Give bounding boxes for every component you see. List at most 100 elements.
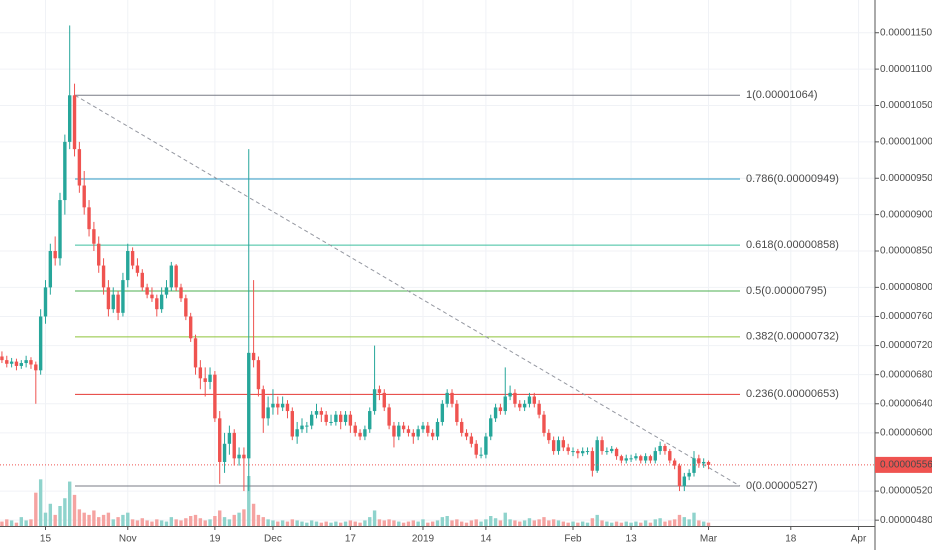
- volume-bar: [363, 520, 367, 526]
- fib-label: 0.786(0.00000949): [746, 173, 839, 185]
- candle-body: [610, 448, 614, 452]
- volume-bar: [242, 509, 246, 526]
- volume-bar: [130, 519, 135, 526]
- volume-bar: [682, 517, 687, 526]
- candle-body: [101, 265, 106, 288]
- x-tick-label: Dec: [264, 534, 282, 545]
- volume-bar: [450, 520, 454, 526]
- candle-body: [668, 451, 672, 461]
- candle-body: [634, 456, 638, 459]
- volume-bar: [314, 521, 319, 526]
- candle-body: [116, 294, 120, 313]
- time-axis-bg: [0, 526, 932, 550]
- candle-body: [397, 425, 401, 437]
- volume-bar: [435, 520, 440, 526]
- candle-body: [24, 360, 28, 364]
- candle-body: [426, 425, 430, 433]
- candle-body: [474, 443, 478, 455]
- candle-body: [0, 356, 4, 361]
- candle-body: [629, 458, 633, 460]
- volume-bar: [285, 521, 290, 526]
- volume-bar: [387, 519, 391, 526]
- candle-body: [377, 389, 382, 393]
- volume-bar: [188, 516, 193, 526]
- volume-bar: [48, 503, 53, 526]
- volume-bar: [595, 514, 599, 526]
- volume-bar: [155, 519, 159, 526]
- candle-body: [87, 207, 91, 230]
- fib-label: 0.618(0.00000858): [746, 239, 839, 251]
- volume-bar: [227, 519, 232, 526]
- volume-bar: [537, 519, 541, 526]
- y-tick-label: 0.00000760: [880, 311, 932, 322]
- candle-body: [508, 392, 512, 397]
- volume-bar: [329, 522, 333, 526]
- candle-body: [653, 451, 657, 461]
- candle-body: [411, 432, 415, 437]
- last-price-box: [875, 456, 932, 473]
- candle-body: [513, 392, 517, 404]
- volume-bar: [426, 522, 430, 526]
- candle-body: [92, 229, 96, 244]
- volume-bar: [34, 492, 38, 526]
- volume-bar: [203, 520, 207, 526]
- volume-bar: [38, 479, 43, 526]
- y-tick-label: 0.00001000: [880, 137, 932, 148]
- volume-bar: [184, 518, 188, 526]
- candle-body: [53, 250, 57, 259]
- volume-bar: [653, 519, 657, 526]
- volume-bar: [687, 519, 691, 526]
- candle-body: [222, 443, 227, 462]
- volume-bar: [513, 520, 517, 526]
- x-tick-label: 17: [345, 534, 357, 545]
- volume-bar: [14, 522, 19, 526]
- volume-bar: [368, 517, 372, 526]
- candle-body: [38, 316, 43, 371]
- candle-body: [237, 454, 241, 459]
- candle-body: [343, 414, 348, 422]
- candle-body: [126, 250, 130, 281]
- candle-body: [484, 436, 488, 455]
- volume-bar: [421, 519, 425, 526]
- candle-body: [372, 389, 377, 412]
- candle-body: [498, 407, 503, 412]
- candle-body: [576, 451, 580, 454]
- volume-bar: [634, 521, 638, 526]
- candle-body: [256, 360, 261, 390]
- volume-bar: [164, 521, 169, 526]
- candle-body: [532, 396, 536, 404]
- volume-bar: [561, 521, 566, 526]
- candle-body: [305, 425, 309, 427]
- volume-bar: [547, 520, 551, 526]
- y-tick-label: 0.00000680: [880, 369, 932, 380]
- volume-bar: [474, 519, 478, 526]
- volume-bar: [566, 522, 570, 526]
- volume-bar: [319, 522, 324, 526]
- candle-body: [672, 460, 677, 466]
- candle-body: [455, 403, 459, 422]
- candle-body: [184, 298, 188, 317]
- candle-body: [595, 440, 599, 471]
- volume-bar: [629, 522, 633, 526]
- fib-label: 1(0.00001064): [746, 89, 818, 101]
- candle-body: [193, 338, 198, 368]
- candle-body: [82, 185, 86, 208]
- candle-body: [406, 429, 411, 433]
- volume-bar: [290, 519, 295, 526]
- volume-bar: [5, 519, 9, 526]
- volume-bar: [406, 521, 411, 526]
- candle-body: [285, 403, 290, 412]
- y-tick-label: 0.00001100: [880, 64, 932, 75]
- x-tick-label: Feb: [564, 534, 582, 545]
- candle-body: [261, 389, 265, 419]
- volume-bar: [140, 518, 144, 526]
- candle-body: [518, 403, 522, 408]
- candle-body: [585, 451, 590, 453]
- candle-body: [571, 451, 575, 453]
- volume-bar: [460, 521, 464, 526]
- volume-bar: [300, 521, 304, 526]
- candle-body: [19, 363, 23, 366]
- candle-body: [624, 458, 628, 461]
- fib-label: 0.236(0.00000653): [746, 388, 839, 400]
